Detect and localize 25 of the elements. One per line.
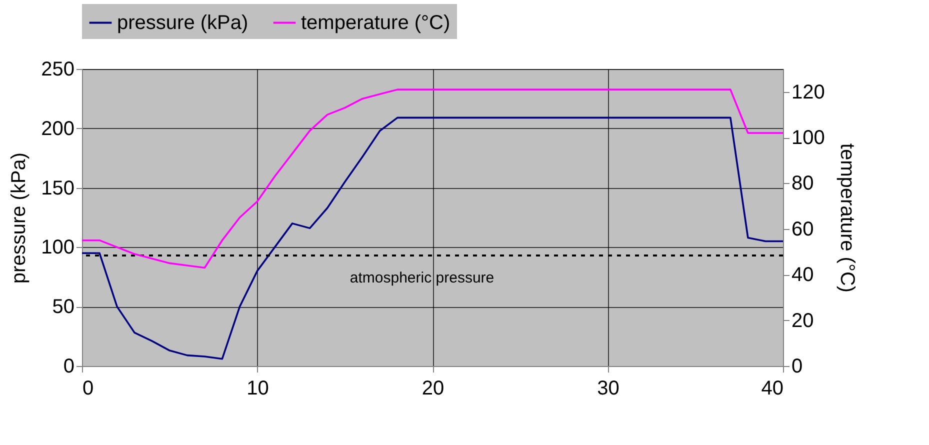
line-series (82, 88, 783, 269)
y2-tick-label: 100 (792, 127, 825, 150)
x-tick-label: 20 (422, 378, 444, 400)
y-tick-label: 50 (52, 296, 74, 318)
legend-label: temperature (°C) (301, 12, 450, 34)
y2-tick-label: 40 (792, 264, 814, 286)
x-tick-label: 30 (597, 378, 620, 400)
x-tick-label: 10 (246, 378, 269, 400)
x-tick-label: 40 (761, 378, 784, 400)
legend-label: pressure (kPa) (117, 12, 248, 34)
y2-tick-label: 120 (792, 81, 825, 104)
y2-tick-label: 60 (792, 218, 814, 240)
y2-tick-label: 80 (792, 172, 814, 195)
ref-line-label: atmospheric pressure (350, 270, 494, 287)
line-series (82, 116, 783, 360)
y2-axis-title: temperature (°C) (836, 143, 858, 293)
y2-tick-label: 0 (792, 356, 803, 378)
y-tick-label: 200 (41, 118, 74, 140)
y-tick-label: 250 (41, 58, 74, 80)
y-tick-label: 150 (41, 177, 74, 200)
y-tick-label: 0 (63, 356, 74, 378)
y-tick-label: 100 (41, 236, 74, 259)
y-axis-title: pressure (kPa) (8, 152, 30, 284)
y2-tick-label: 20 (792, 310, 814, 332)
x-tick-label: 0 (82, 378, 94, 400)
